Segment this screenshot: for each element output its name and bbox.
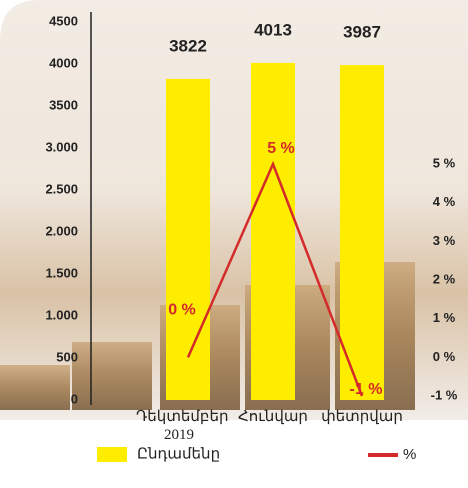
y2-tick-label: -1 %	[431, 387, 458, 402]
y-tick-label: 4500	[49, 13, 78, 28]
y-tick-label: 3500	[49, 97, 78, 112]
y2-tick-label: 2 %	[433, 271, 456, 286]
legend-label: %	[403, 446, 416, 463]
coin-stack	[0, 365, 70, 410]
bar	[166, 79, 210, 400]
line-value-label: 0 %	[168, 302, 196, 319]
bar	[340, 65, 384, 400]
y-tick-label: 500	[56, 349, 78, 364]
x-tick-label: փետրվար	[320, 408, 404, 426]
y2-tick-label: 3 %	[433, 233, 456, 248]
coin-stack	[72, 342, 152, 410]
y-tick-label: 2.000	[45, 223, 78, 238]
line-value-label: 5 %	[267, 140, 295, 157]
y-tick-label: 2.500	[45, 181, 78, 196]
chart-page: 0 500 1.000 1.500 2.000 2.500 3.000 3500 4000 450…	[0, 0, 468, 488]
bar-value-label: 4013	[254, 20, 292, 39]
y-tick-label: 1.000	[45, 307, 78, 322]
y-tick-label: 4000	[49, 55, 78, 70]
y-tick-label: 0	[71, 391, 78, 406]
y2-tick-label: 5 %	[433, 155, 456, 170]
x-tick-label: Դեկտեմբեր 2019	[136, 408, 222, 444]
line-value-label: -1 %	[350, 381, 383, 398]
y2-tick-label: 4 %	[433, 194, 456, 209]
y-tick-label: 1.500	[45, 265, 78, 280]
legend-label: Ընդամենը	[137, 446, 220, 462]
bar-value-label: 3987	[343, 23, 381, 42]
bar-value-label: 3822	[169, 36, 207, 55]
x-tick-label: Հունվար	[231, 408, 315, 426]
bar	[251, 63, 295, 400]
y2-tick-label: 1 %	[433, 310, 456, 325]
legend-swatch	[97, 447, 127, 462]
y2-tick-label: 0 %	[433, 349, 456, 364]
y-tick-label: 3.000	[45, 139, 78, 154]
